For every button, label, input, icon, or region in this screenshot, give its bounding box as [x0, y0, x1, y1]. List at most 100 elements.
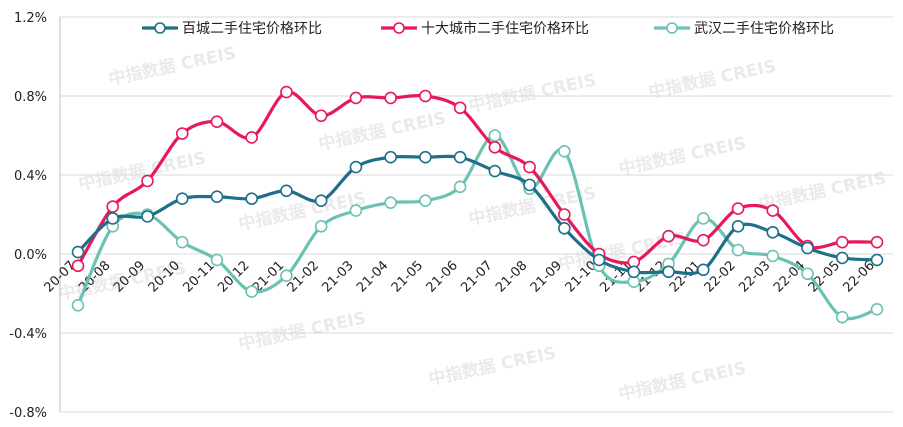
data-point [662, 229, 675, 243]
data-point [488, 164, 502, 178]
x-tick-label: 21-03 [319, 258, 356, 295]
data-point [210, 253, 224, 267]
data-point [384, 91, 397, 105]
x-tick-label: 22-02 [702, 258, 739, 295]
data-point [870, 253, 884, 267]
y-tick-label: 0.4% [14, 169, 47, 184]
data-point [488, 141, 502, 154]
data-point [558, 208, 571, 221]
data-point [141, 174, 154, 188]
data-point [766, 225, 780, 239]
gridlines [60, 16, 893, 413]
data-point [349, 204, 363, 217]
data-point [766, 204, 780, 217]
legend-marker [154, 22, 166, 34]
data-point [280, 184, 293, 198]
data-point [870, 235, 884, 249]
data-point [349, 91, 363, 105]
data-point [384, 150, 397, 164]
data-point [245, 131, 258, 144]
data-point [731, 220, 745, 233]
data-point [835, 310, 849, 324]
x-tick-label: 21-04 [354, 258, 391, 295]
data-point [210, 115, 224, 128]
x-tick-label: 21-06 [424, 258, 461, 295]
data-point [835, 251, 849, 265]
legend-item: 十大城市二手住宅价格环比 [381, 20, 589, 37]
watermark-text: 中指数据 CREIS [317, 107, 448, 155]
data-point [106, 200, 120, 213]
data-point [71, 245, 85, 259]
legend-marker [666, 22, 678, 34]
data-point [801, 267, 814, 281]
watermark-text: 中指数据 CREIS [617, 357, 748, 405]
data-point [245, 192, 258, 205]
x-tick-label: 21-08 [493, 258, 530, 295]
data-point [523, 160, 536, 174]
data-point [592, 253, 606, 267]
series-0 [71, 150, 884, 279]
data-point [662, 265, 675, 279]
data-point [731, 243, 745, 257]
data-point [314, 220, 328, 233]
data-point [175, 192, 189, 205]
data-point [419, 194, 432, 207]
data-point [558, 145, 571, 158]
series-line [76, 90, 879, 268]
data-point [175, 127, 189, 140]
y-tick-label: 0.0% [14, 248, 47, 263]
data-point [314, 109, 328, 123]
data-point [280, 269, 293, 283]
data-point [801, 241, 814, 255]
y-tick-label: -0.4% [9, 327, 47, 342]
data-point [731, 202, 745, 215]
x-tick-label: 21-09 [528, 258, 565, 295]
data-point [697, 212, 710, 225]
watermark-text: 中指数据 CREIS [107, 42, 238, 90]
y-tick-label: 1.2% [14, 11, 47, 26]
data-point [106, 212, 120, 225]
data-point [384, 196, 397, 209]
legend: 百城二手住宅价格环比 十大城市二手住宅价格环比 武汉二手住宅价格环比 [142, 20, 834, 37]
data-point [766, 249, 780, 263]
legend-label: 武汉二手住宅价格环比 [694, 21, 834, 37]
data-point [210, 190, 224, 204]
data-point [314, 194, 328, 207]
data-point [419, 150, 432, 164]
data-point [488, 129, 502, 142]
data-point [141, 210, 154, 223]
data-point [349, 160, 363, 174]
x-tick-label: 22-03 [736, 258, 773, 295]
data-point [835, 235, 849, 249]
legend-label: 百城二手住宅价格环比 [182, 21, 322, 37]
x-tick-label: 21-05 [389, 258, 426, 295]
legend-item: 百城二手住宅价格环比 [142, 21, 322, 37]
legend-item: 武汉二手住宅价格环比 [654, 21, 834, 37]
data-point [453, 180, 467, 194]
data-point [245, 285, 258, 298]
series-layer [71, 85, 884, 324]
data-point [453, 150, 467, 164]
data-point [870, 302, 884, 316]
watermark-text: 中指数据 CREIS [77, 147, 208, 195]
data-point [419, 89, 432, 103]
data-point [71, 259, 85, 273]
legend-label: 十大城市二手住宅价格环比 [421, 20, 589, 37]
data-point [627, 265, 641, 279]
data-point [71, 299, 85, 312]
legend-marker [393, 22, 405, 34]
watermark-text: 中指数据 CREIS [427, 342, 558, 390]
y-tick-label: 0.8% [14, 90, 47, 105]
data-point [453, 101, 467, 115]
watermark-layer: 中指数据 CREIS 中指数据 CREIS 中指数据 CREIS 中指数据 CREIS… [57, 42, 888, 405]
watermark-text: 中指数据 CREIS [467, 69, 598, 117]
data-point [280, 85, 293, 99]
data-point [697, 233, 710, 247]
watermark-text: 中指数据 CREIS [237, 307, 368, 355]
x-tick-label: 21-07 [458, 258, 495, 295]
data-point [697, 263, 710, 277]
data-point [175, 235, 189, 249]
y-tick-label: -0.8% [9, 406, 47, 421]
data-point [558, 222, 571, 235]
